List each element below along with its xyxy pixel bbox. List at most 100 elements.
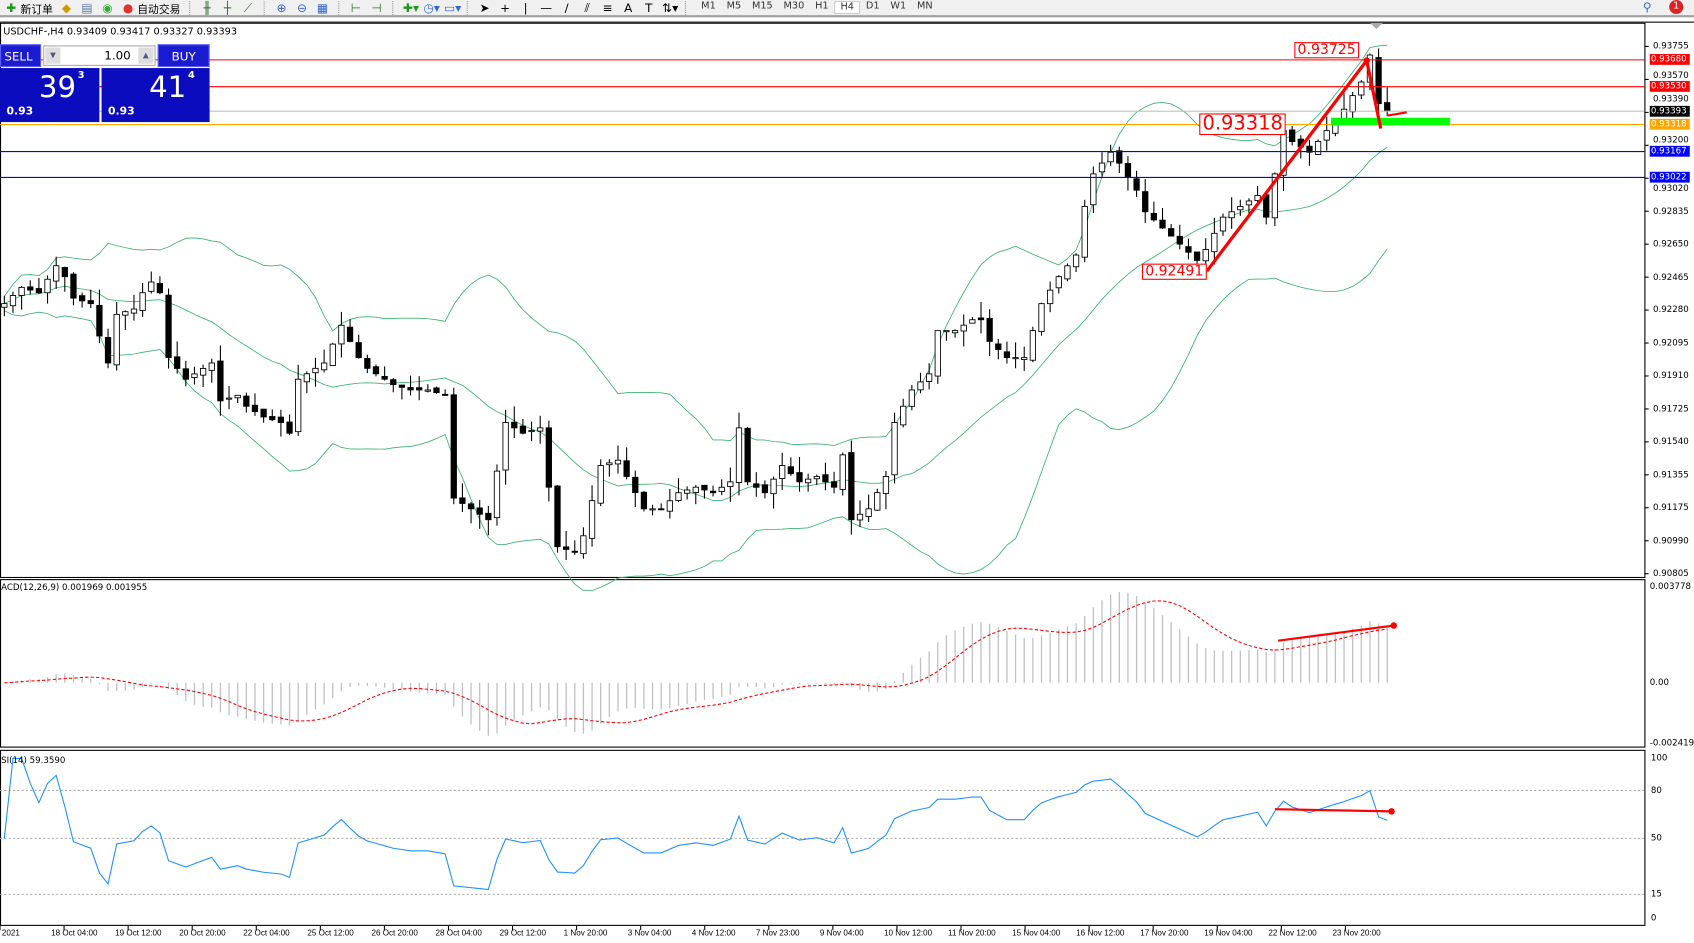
toolbar: ✚ 新订单 ◆ ▤ ◉ ● 自动交易 ╫ ┼ ⟋ ⊕ ⊖ ▦ ⊢ ⊣ ✚▾ ◷▾ ▭… [0,0,1694,18]
arrows-icon[interactable]: ⇅▾ [662,0,679,15]
time-axis-label: 20 Oct 20:00 [179,928,226,938]
bull-candle [891,422,898,476]
auto-trading-button[interactable]: ● 自动交易 [122,0,181,16]
price-level-tag: 0.93318 [1649,119,1690,130]
bull-candle [1081,205,1088,258]
bull-candle [684,489,691,494]
arrow-head [1363,57,1370,64]
timeframe-m15[interactable]: M15 [751,1,773,12]
candlestick-icon[interactable]: ┼ [223,0,232,15]
bollinger-lower-line [4,248,1388,592]
price-axis-label: 0.91725 [1653,403,1689,414]
timeframe-m1[interactable]: M1 [701,1,716,12]
zoom-in-icon[interactable]: ⊕ [276,0,287,15]
bull-candle [139,292,146,311]
lot-size-stepper[interactable]: ▼ ▲ [43,45,156,66]
lot-decrease-button[interactable]: ▼ [45,47,61,64]
fibonacci-icon[interactable]: ≡ [602,0,613,15]
bear-candle [104,336,112,364]
bear-candle [848,452,855,521]
chart-shift-icon[interactable]: ⊣ [371,0,382,15]
time-axis-label: 19 Oct 12:00 [115,928,162,938]
bear-candle [571,550,578,553]
bear-candle [545,427,552,488]
low-price-label[interactable]: 0.92491 [1141,263,1207,280]
timeframe-mn[interactable]: MN [916,1,933,12]
symbol-info: USDCHF-,H4 0.93409 0.93417 0.93327 0.933… [3,27,238,38]
rsi-axis-label: 50 [1650,832,1662,843]
bear-candle [1116,150,1123,164]
new-order-icon: ✚ [6,0,17,15]
notifications-icon[interactable]: 1 [1669,0,1684,15]
lot-increase-button[interactable]: ▲ [138,47,154,64]
lot-size-input[interactable] [65,48,131,63]
bull-candle [130,308,138,314]
timeframe-d1[interactable]: D1 [865,1,880,12]
crosshair-icon[interactable]: + [500,0,511,15]
cursor-icon[interactable]: ➤ [479,0,490,15]
templates-icon[interactable]: ▭▾ [444,0,462,15]
search-icon[interactable]: ⚲ [1642,0,1652,15]
sell-price[interactable]: 0.93 39 3 [0,68,100,123]
new-order-button[interactable]: ✚ 新订单 [4,0,53,16]
sell-price-prefix: 0.93 [6,105,34,118]
bull-candle [1098,162,1106,173]
bear-candle [61,267,68,278]
tile-windows-icon[interactable]: ▦ [316,0,329,15]
bear-candle [346,326,354,342]
price-axis-label: 0.90805 [1653,568,1689,579]
terminal-icon[interactable]: ▤ [81,0,93,15]
high-price-label[interactable]: 0.93725 [1294,42,1359,59]
chart-canvas[interactable] [0,22,1694,943]
time-axis-label: 29 Oct 12:00 [499,928,546,938]
channel-icon[interactable]: ⫽ [584,0,590,15]
price-axis-label: 0.91540 [1653,436,1689,447]
auto-scroll-icon[interactable]: ⊢ [350,0,362,15]
bull-candle [917,381,924,391]
bear-candle [640,491,648,510]
time-axis-label: 1 Nov 20:00 [563,928,608,938]
bear-candle [70,273,77,299]
bull-candle [191,373,198,378]
timeframe-m30[interactable]: M30 [783,1,805,12]
timeframe-w1[interactable]: W1 [890,1,907,12]
bar-chart-icon[interactable]: ╫ [203,0,211,15]
bull-candle [1038,303,1045,332]
text-icon[interactable]: A [624,0,633,15]
trendline-icon[interactable]: / [564,0,569,15]
time-axis-label: 11 Nov 20:00 [948,928,996,938]
horizontal-line-icon[interactable]: — [540,0,553,15]
bull-candle [1064,265,1071,280]
price-pane [0,22,1646,579]
bull-candle [606,462,613,466]
indicators-icon[interactable]: ✚▾ [402,0,419,15]
timeframe-h1[interactable]: H1 [815,1,829,12]
timeframe-h4[interactable]: H4 [834,1,861,15]
bull-candle [329,343,336,366]
bear-candle [1289,129,1296,142]
time-axis-label: 17 Nov 20:00 [1140,928,1189,938]
bull-candle [1237,205,1244,211]
buy-price[interactable]: 0.93 41 4 [101,68,210,123]
uptrend-arrow [1205,59,1368,273]
separator [466,0,469,15]
text-label-icon[interactable]: T [645,0,653,15]
time-axis-label: Oct 2021 [0,928,20,938]
vertical-line-icon[interactable]: | [523,0,528,15]
line-chart-icon[interactable]: ⟋ [243,0,253,15]
chart-window[interactable]: USDCHF-,H4 0.93409 0.93417 0.93327 0.933… [0,21,1694,943]
rsi-label: SI(14) 59.3590 [1,755,66,765]
timeframe-m5[interactable]: M5 [726,1,742,12]
bear-candle [1003,351,1011,359]
signals-icon[interactable]: ◉ [102,0,113,15]
support-price-label[interactable]: 0.93318 [1199,113,1287,136]
separator [189,0,191,15]
sell-button[interactable]: SELL [0,44,42,67]
metaeditor-icon[interactable]: ◆ [61,0,72,15]
zoom-out-icon[interactable]: ⊖ [296,0,307,15]
buy-button[interactable]: BUY [157,44,210,67]
bear-candle [87,300,94,305]
bull-candle [1090,173,1097,206]
periods-icon[interactable]: ◷▾ [423,0,440,15]
bear-candle [243,395,250,407]
